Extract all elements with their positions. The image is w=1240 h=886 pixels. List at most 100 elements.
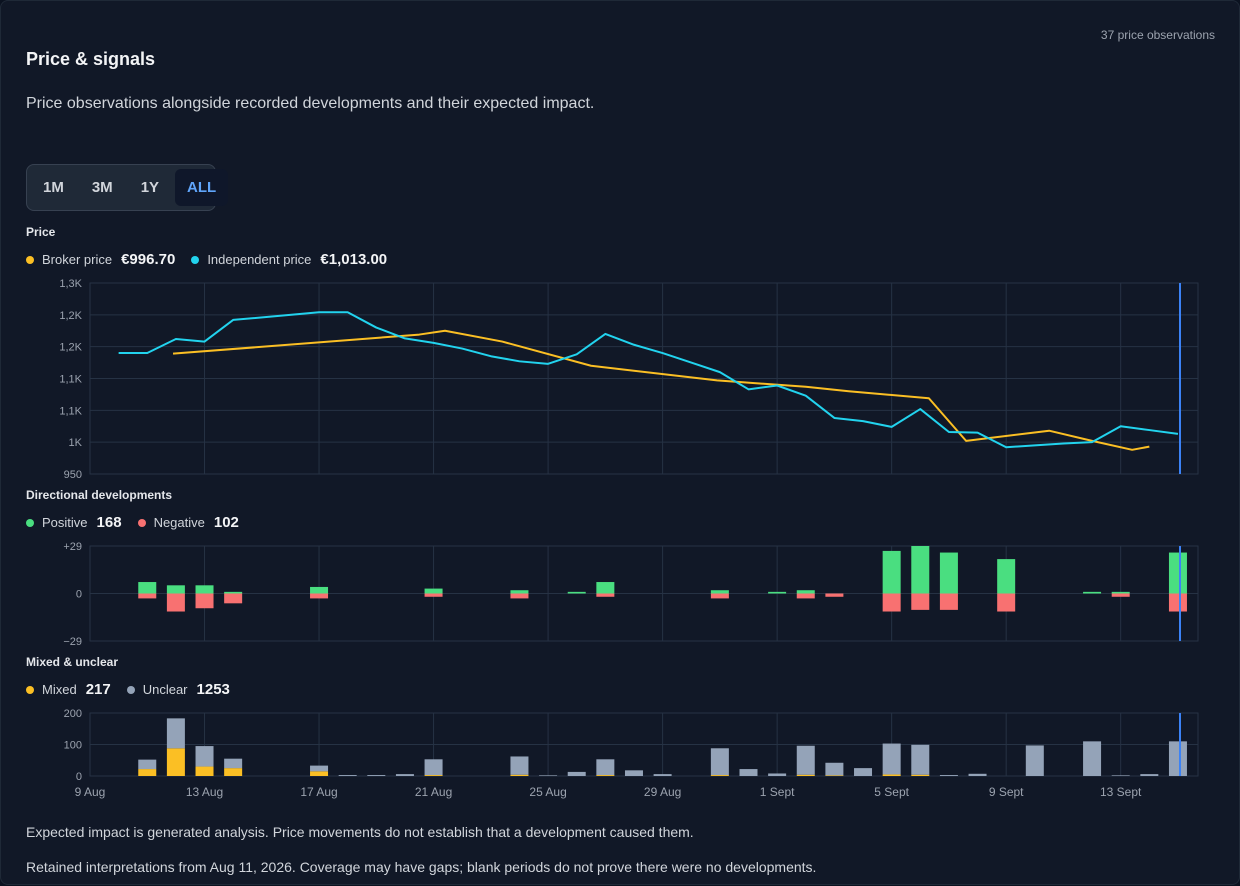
independent-price-line xyxy=(118,311,1179,449)
footer-note-impact: Expected impact is generated analysis. P… xyxy=(26,824,694,840)
positive-bar xyxy=(768,591,787,594)
negative-bar xyxy=(997,593,1016,612)
x-tick-label: 1 Sept xyxy=(760,785,795,799)
directional-section-label: Directional developments xyxy=(26,488,173,502)
x-tick-label: 9 Sept xyxy=(989,785,1024,799)
card-title: Price & signals xyxy=(26,49,156,69)
negative-bar xyxy=(195,593,214,609)
unclear-bar xyxy=(739,769,758,776)
mixed-bar xyxy=(882,774,901,776)
positive-dot-icon xyxy=(26,518,34,527)
positive-bar xyxy=(1168,552,1187,594)
unclear-bar xyxy=(1140,774,1159,776)
mixed-bar xyxy=(310,771,329,776)
unclear-value: 1253 xyxy=(196,681,230,698)
y-tick-label-1: +29 xyxy=(63,541,82,553)
negative-bar xyxy=(224,593,243,604)
mixed-bar xyxy=(510,774,529,776)
y-tick-label-0: 1K xyxy=(69,437,83,449)
unclear-bar xyxy=(596,759,615,776)
unclear-bar xyxy=(539,775,558,776)
x-tick-label: 9 Aug xyxy=(75,785,106,799)
positive-bar xyxy=(424,588,443,594)
positive-bar xyxy=(567,591,586,594)
price-section-label: Price xyxy=(26,225,56,239)
unclear-bar xyxy=(653,774,672,776)
unclear-bar xyxy=(1111,775,1130,776)
x-tick-label: 13 Sept xyxy=(1100,785,1142,799)
negative-bar xyxy=(1111,593,1130,597)
unclear-bar xyxy=(1168,741,1187,776)
independent-label: Independent price xyxy=(207,252,312,267)
positive-bar xyxy=(1111,591,1130,594)
unclear-bar xyxy=(825,762,844,776)
unclear-bar xyxy=(510,756,529,775)
mixed-bar xyxy=(224,768,243,776)
unclear-bar xyxy=(1083,741,1102,776)
x-tick-label: 25 Aug xyxy=(529,785,566,799)
negative-bar xyxy=(510,593,529,599)
mixed-bar xyxy=(796,774,815,776)
unclear-bar xyxy=(968,773,987,776)
card-description: Price observations alongside recorded de… xyxy=(26,95,595,112)
mixed-value: 217 xyxy=(85,681,111,698)
range-tab-all[interactable]: ALL xyxy=(175,169,229,206)
y-tick-label-0: 1,2K xyxy=(59,342,82,354)
x-tick-label: 17 Aug xyxy=(300,785,337,799)
positive-bar xyxy=(195,585,214,594)
unclear-bar xyxy=(166,718,185,749)
observations-count: 37 price observations xyxy=(1100,28,1215,42)
directional-legend: Positive 168 Negative 102 xyxy=(26,514,255,531)
negative-bar xyxy=(310,593,329,599)
positive-bar xyxy=(997,559,1016,594)
range-tab-1m[interactable]: 1M xyxy=(43,179,64,196)
mixed-label: Mixed xyxy=(42,682,77,697)
broker-label: Broker price xyxy=(42,252,113,267)
unclear-bar xyxy=(367,775,386,776)
negative-bar xyxy=(825,593,844,597)
mixed-bar xyxy=(825,775,844,776)
mixed-bar xyxy=(138,769,157,776)
mixed-section-label: Mixed & unclear xyxy=(26,655,119,669)
positive-bar xyxy=(166,585,185,594)
y-tick-label-2: 200 xyxy=(64,708,82,720)
unclear-bar xyxy=(710,748,729,776)
y-tick-label-0: 1,1K xyxy=(59,374,82,386)
unclear-bar xyxy=(567,771,586,776)
footer-note-coverage: Retained interpretations from Aug 11, 20… xyxy=(26,859,817,875)
broker-price-line xyxy=(172,329,1150,451)
range-tab-3m[interactable]: 3M xyxy=(91,179,113,196)
broker-value: €996.70 xyxy=(121,251,176,268)
unclear-bar xyxy=(395,774,414,776)
negative-bar xyxy=(138,593,157,599)
negative-bar xyxy=(1168,593,1187,612)
negative-dot-icon xyxy=(137,518,146,527)
positive-label: Positive xyxy=(42,515,88,530)
positive-bar xyxy=(710,590,729,594)
range-selector: 1M 3M 1Y ALL xyxy=(26,164,229,211)
y-tick-label-2: 100 xyxy=(64,740,82,752)
positive-bar xyxy=(911,546,930,594)
unclear-bar xyxy=(195,746,214,767)
unclear-bar xyxy=(624,770,643,776)
independent-dot-icon xyxy=(191,255,200,264)
y-tick-label-0: 1,3K xyxy=(59,278,82,290)
y-tick-label-1: 0 xyxy=(76,589,82,601)
negative-bar xyxy=(166,593,185,612)
negative-value: 102 xyxy=(213,514,239,531)
mixed-bar xyxy=(710,775,729,776)
unclear-bar xyxy=(796,745,815,775)
positive-bar xyxy=(224,591,243,594)
positive-bar xyxy=(1083,591,1102,594)
negative-bar xyxy=(710,593,729,599)
positive-bar xyxy=(596,582,615,594)
mixed-bar xyxy=(424,775,443,776)
negative-bar xyxy=(911,593,930,610)
unclear-bar xyxy=(939,775,958,776)
range-tab-1y[interactable]: 1Y xyxy=(140,179,160,196)
unclear-bar xyxy=(424,759,443,776)
x-tick-label: 21 Aug xyxy=(415,785,452,799)
mixed-dot-icon xyxy=(26,685,34,694)
